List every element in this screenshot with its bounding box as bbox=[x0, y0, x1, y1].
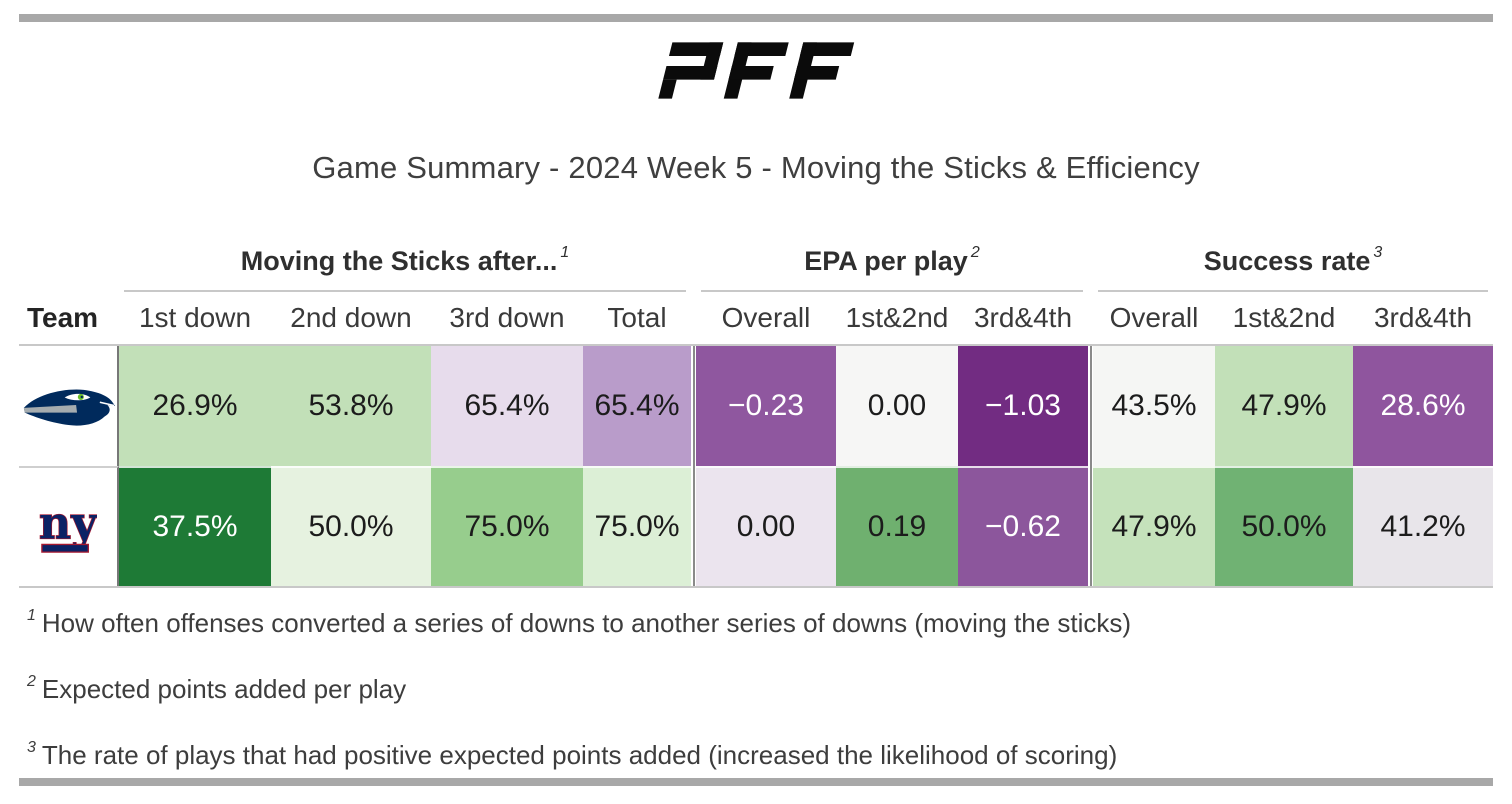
table-cell: 75.0% bbox=[431, 466, 583, 586]
column-header-1st-down: 1st down bbox=[138, 302, 252, 333]
table-cell: 41.2% bbox=[1353, 466, 1493, 586]
table-cell: 0.00 bbox=[696, 466, 836, 586]
column-header-sr-overall: Overall bbox=[1109, 302, 1199, 333]
group-underline bbox=[124, 290, 686, 292]
pff-logo bbox=[0, 42, 1512, 99]
team-cell-seahawks bbox=[19, 346, 119, 466]
table-cell: 0.00 bbox=[836, 346, 958, 466]
footnote-sup: 3 bbox=[27, 739, 36, 756]
giants-logo: ny bbox=[39, 497, 97, 553]
column-header-sr-3rd4th: 3rd&4th bbox=[1373, 302, 1473, 333]
seahawks-logo bbox=[23, 389, 115, 426]
table-cell: 50.0% bbox=[271, 466, 431, 586]
header-divider-rule bbox=[19, 344, 1493, 346]
group-label: EPA per play 2 bbox=[804, 244, 980, 276]
column-header-2nd-down: 2nd down bbox=[290, 302, 412, 333]
group-underline bbox=[1098, 290, 1488, 292]
footnote-marker-1: 1 bbox=[560, 244, 570, 261]
footnote-text: Expected points added per play bbox=[41, 674, 407, 704]
top-divider-bar bbox=[19, 14, 1493, 22]
table-cell: 43.5% bbox=[1093, 346, 1215, 466]
column-header-3rd-down: 3rd down bbox=[449, 302, 565, 333]
table-cell: 26.9% bbox=[119, 346, 271, 466]
footnote-marker-3: 3 bbox=[1373, 244, 1383, 261]
table-cell: 65.4% bbox=[583, 346, 691, 466]
footnote-marker-2: 2 bbox=[970, 244, 980, 261]
group-divider bbox=[691, 346, 696, 586]
column-header-team: Team bbox=[27, 302, 99, 333]
footnote-2: 2 Expected points added per play bbox=[27, 672, 1487, 711]
table-cell: 53.8% bbox=[271, 346, 431, 466]
footnote-text: How often offenses converted a series of… bbox=[41, 608, 1132, 638]
table-cell: 37.5% bbox=[119, 466, 271, 586]
table-cell: 65.4% bbox=[431, 346, 583, 466]
bottom-divider-bar bbox=[19, 778, 1493, 786]
footnotes: 1 How often offenses converted a series o… bbox=[27, 606, 1487, 804]
column-header-epa-1st2nd: 1st&2nd bbox=[845, 302, 949, 333]
footnote-sup: 1 bbox=[27, 607, 36, 624]
table-cell: −1.03 bbox=[958, 346, 1088, 466]
column-header-epa-3rd4th: 3rd&4th bbox=[973, 302, 1073, 333]
column-header-sr-1st2nd: 1st&2nd bbox=[1232, 302, 1336, 333]
group-divider bbox=[1088, 346, 1093, 586]
team-cell-giants: ny bbox=[19, 466, 119, 586]
svg-text:ny: ny bbox=[39, 498, 97, 550]
group-header-success-rate: Success rate 3 bbox=[1093, 216, 1493, 292]
page-title: Game Summary - 2024 Week 5 - Moving the … bbox=[312, 150, 1200, 185]
table-cell: 47.9% bbox=[1093, 466, 1215, 586]
table-cell: 75.0% bbox=[583, 466, 691, 586]
table-cell: 50.0% bbox=[1215, 466, 1353, 586]
group-label: Moving the Sticks after... 1 bbox=[240, 244, 570, 276]
group-label: Success rate 3 bbox=[1203, 244, 1383, 276]
pff-logo-icon bbox=[658, 42, 855, 99]
column-header-total: Total bbox=[607, 302, 667, 333]
table-cell: −0.23 bbox=[696, 346, 836, 466]
group-header-moving-the-sticks: Moving the Sticks after... 1 bbox=[119, 216, 691, 292]
footnote-3: 3 The rate of plays that had positive exp… bbox=[27, 738, 1487, 777]
table-cell: 47.9% bbox=[1215, 346, 1353, 466]
group-header-epa-per-play: EPA per play 2 bbox=[696, 216, 1088, 292]
table-cell: 0.19 bbox=[836, 466, 958, 586]
footnote-1: 1 How often offenses converted a series o… bbox=[27, 606, 1487, 645]
group-underline bbox=[701, 290, 1083, 292]
footnote-text: The rate of plays that had positive expe… bbox=[41, 740, 1118, 770]
game-summary-table: Moving the Sticks after... 1 EPA per play… bbox=[19, 216, 1493, 588]
footnote-sup: 2 bbox=[27, 673, 36, 690]
table-cell: −0.62 bbox=[958, 466, 1088, 586]
column-header-epa-overall: Overall bbox=[721, 302, 811, 333]
table-cell: 28.6% bbox=[1353, 346, 1493, 466]
